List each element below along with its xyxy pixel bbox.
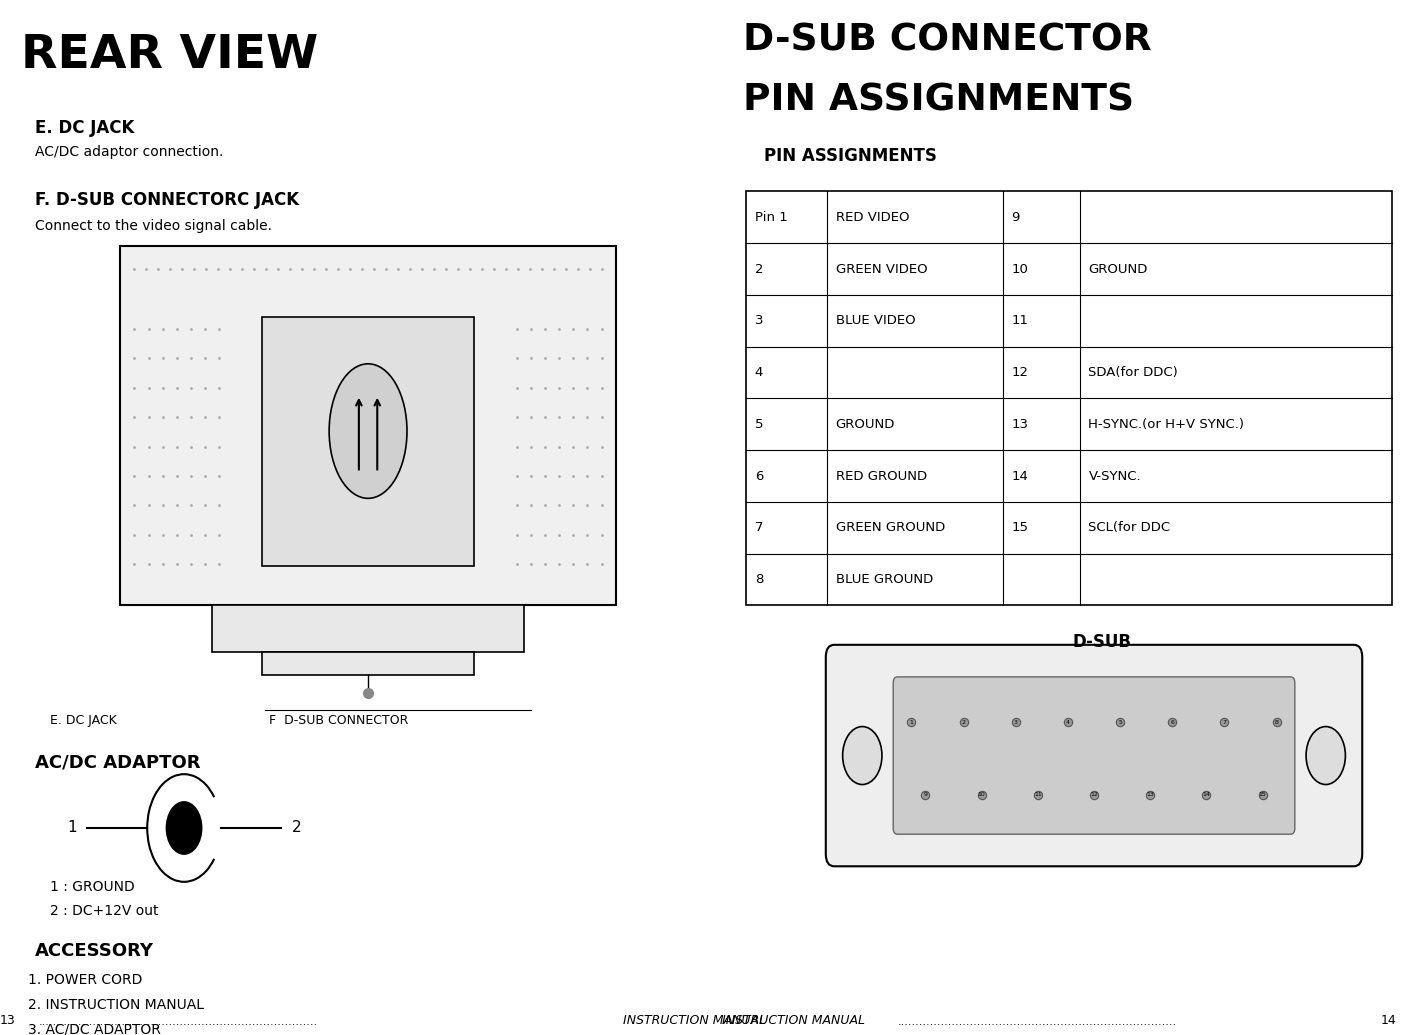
Text: REAR VIEW: REAR VIEW <box>21 33 319 78</box>
Text: GREEN GROUND: GREEN GROUND <box>836 522 945 534</box>
Text: 3. AC/DC ADAPTOR: 3. AC/DC ADAPTOR <box>28 1023 161 1035</box>
Circle shape <box>843 727 883 785</box>
Text: 4: 4 <box>1066 720 1070 724</box>
Text: 6: 6 <box>754 470 763 482</box>
Text: F. D-SUB CONNECTORC JACK: F. D-SUB CONNECTORC JACK <box>35 191 299 209</box>
Text: 7: 7 <box>754 522 763 534</box>
Text: 1: 1 <box>66 821 76 835</box>
Text: 10: 10 <box>977 793 986 797</box>
Text: BLUE GROUND: BLUE GROUND <box>836 573 933 586</box>
Text: INSTRUCTION MANUAL: INSTRUCTION MANUAL <box>623 1013 766 1027</box>
Text: 5: 5 <box>754 418 763 431</box>
Text: 15: 15 <box>1011 522 1028 534</box>
Text: 12: 12 <box>1090 793 1098 797</box>
Text: 11: 11 <box>1011 315 1028 327</box>
FancyBboxPatch shape <box>120 246 616 605</box>
Text: BLUE VIDEO: BLUE VIDEO <box>836 315 915 327</box>
FancyBboxPatch shape <box>826 645 1362 866</box>
Text: 14: 14 <box>1203 793 1210 797</box>
Text: E. DC JACK: E. DC JACK <box>49 714 116 728</box>
Text: PIN ASSIGNMENTS: PIN ASSIGNMENTS <box>764 147 936 165</box>
Text: PIN ASSIGNMENTS: PIN ASSIGNMENTS <box>743 83 1134 119</box>
Text: RED VIDEO: RED VIDEO <box>836 211 909 224</box>
Circle shape <box>165 801 203 855</box>
Text: GREEN VIDEO: GREEN VIDEO <box>836 263 928 275</box>
FancyBboxPatch shape <box>746 191 1393 605</box>
Text: 2: 2 <box>754 263 763 275</box>
Ellipse shape <box>329 364 407 498</box>
Text: GROUND: GROUND <box>1089 263 1148 275</box>
Text: 2: 2 <box>962 720 966 724</box>
Text: 2: 2 <box>292 821 302 835</box>
Text: E. DC JACK: E. DC JACK <box>35 119 135 137</box>
FancyBboxPatch shape <box>893 677 1294 834</box>
Text: D-SUB: D-SUB <box>1073 633 1132 651</box>
Text: 1. POWER CORD: 1. POWER CORD <box>28 973 142 987</box>
Text: 15: 15 <box>1259 793 1266 797</box>
Text: .............................................................................: ........................................… <box>897 1016 1176 1027</box>
FancyBboxPatch shape <box>213 605 523 652</box>
FancyBboxPatch shape <box>262 652 474 675</box>
Text: 1 : GROUND: 1 : GROUND <box>49 880 134 894</box>
Text: GROUND: GROUND <box>836 418 895 431</box>
Text: 13: 13 <box>0 1013 16 1027</box>
Text: SDA(for DDC): SDA(for DDC) <box>1089 366 1179 379</box>
Text: 2 : DC+12V out: 2 : DC+12V out <box>49 904 158 918</box>
Text: 11: 11 <box>1034 793 1042 797</box>
Text: Pin 1: Pin 1 <box>754 211 788 224</box>
Text: 4: 4 <box>754 366 763 379</box>
Text: 2. INSTRUCTION MANUAL: 2. INSTRUCTION MANUAL <box>28 998 204 1012</box>
Text: 8: 8 <box>1275 720 1279 724</box>
Text: 14: 14 <box>1011 470 1028 482</box>
Text: 5: 5 <box>1118 720 1122 724</box>
Text: F  D-SUB CONNECTOR: F D-SUB CONNECTOR <box>269 714 409 728</box>
Text: 9: 9 <box>924 793 928 797</box>
Text: 13: 13 <box>1146 793 1155 797</box>
Text: 8: 8 <box>754 573 763 586</box>
Text: 1: 1 <box>909 720 914 724</box>
Text: Connect to the video signal cable.: Connect to the video signal cable. <box>35 219 272 234</box>
Text: 6: 6 <box>1170 720 1175 724</box>
Text: RED GROUND: RED GROUND <box>836 470 926 482</box>
Text: 13: 13 <box>1011 418 1028 431</box>
Text: 3: 3 <box>754 315 763 327</box>
Text: 12: 12 <box>1011 366 1028 379</box>
Text: 3: 3 <box>1014 720 1018 724</box>
Text: D-SUB CONNECTOR: D-SUB CONNECTOR <box>743 23 1152 59</box>
Text: 7: 7 <box>1222 720 1227 724</box>
Text: 10: 10 <box>1011 263 1028 275</box>
Text: AC/DC ADAPTOR: AC/DC ADAPTOR <box>35 753 200 771</box>
FancyBboxPatch shape <box>262 317 474 565</box>
Circle shape <box>1306 727 1345 785</box>
Text: .............................................................................: ........................................… <box>39 1016 319 1027</box>
Text: AC/DC adaptor connection.: AC/DC adaptor connection. <box>35 145 224 159</box>
Text: 9: 9 <box>1011 211 1019 224</box>
Text: H-SYNC.(or H+V SYNC.): H-SYNC.(or H+V SYNC.) <box>1089 418 1245 431</box>
Text: ACCESSORY: ACCESSORY <box>35 942 154 959</box>
Text: INSTRUCTION MANUAL: INSTRUCTION MANUAL <box>722 1013 864 1027</box>
Text: 14: 14 <box>1380 1013 1396 1027</box>
Text: V-SYNC.: V-SYNC. <box>1089 470 1141 482</box>
Text: SCL(for DDC: SCL(for DDC <box>1089 522 1170 534</box>
